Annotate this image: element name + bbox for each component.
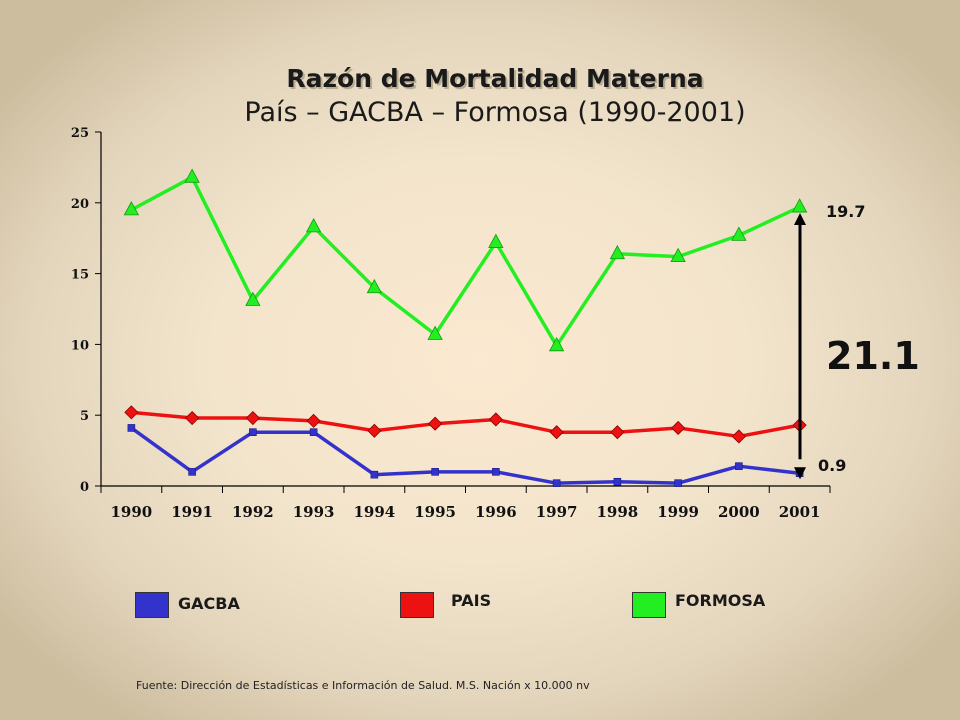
data-point-pais [367, 423, 382, 438]
series-line-formosa [130, 175, 801, 348]
range-arrow-head-top [794, 213, 806, 226]
series-line-pais [131, 410, 800, 439]
x-tick-label: 2000 [718, 503, 760, 521]
data-point-pais [671, 420, 686, 436]
x-tick-label: 1997 [536, 503, 578, 521]
legend-swatch-pais [400, 592, 434, 618]
chart-title: Razón de Mortalidad Materna [286, 64, 704, 93]
data-point-formosa [305, 218, 322, 233]
data-point-gacba [127, 424, 136, 432]
x-tick-label: 1990 [111, 503, 153, 521]
x-tick-label: 1995 [414, 503, 456, 521]
data-point-gacba [552, 479, 561, 487]
data-point-gacba [613, 477, 622, 486]
data-point-gacba [735, 462, 743, 470]
data-point-formosa [184, 168, 200, 183]
x-tick-label: 1996 [475, 503, 517, 521]
data-point-formosa [670, 247, 686, 263]
range-arrow-head-bottom [794, 467, 806, 480]
source-note: Fuente: Dirección de Estadísticas e Info… [136, 679, 590, 692]
x-tick-label: 2001 [779, 503, 821, 521]
y-tick-label: 5 [80, 409, 89, 424]
legend-swatch-formosa [632, 592, 666, 618]
y-tick-label: 15 [71, 268, 89, 283]
x-tick-label: 1994 [354, 503, 396, 521]
data-point-pais [731, 429, 746, 444]
x-tick-label: 1992 [232, 503, 274, 521]
y-tick-label: 25 [71, 126, 89, 141]
chart-title-block: Razón de Mortalidad Materna País – GACBA… [0, 62, 960, 130]
data-point-pais [124, 405, 139, 420]
data-point-pais [306, 413, 321, 428]
legend-label-formosa: FORMOSA [675, 591, 766, 610]
data-point-formosa [548, 336, 565, 352]
legend-label-pais: PAIS [451, 591, 492, 610]
x-tick-label: 1998 [597, 503, 639, 521]
data-point-formosa [731, 226, 747, 241]
annotation-top-value: 19.7 [826, 202, 865, 221]
data-point-formosa [245, 291, 261, 306]
data-point-gacba [309, 428, 318, 436]
data-point-pais [610, 425, 625, 440]
y-tick-label: 10 [71, 338, 89, 353]
data-point-pais [428, 416, 443, 431]
x-tick-label: 1991 [171, 503, 213, 521]
data-point-formosa [123, 201, 140, 216]
data-point-pais [185, 410, 200, 426]
data-point-formosa [366, 278, 383, 294]
data-point-gacba [249, 428, 257, 436]
y-tick-label: 20 [71, 197, 89, 212]
data-point-formosa [609, 244, 626, 260]
data-point-gacba [370, 470, 379, 479]
x-tick-label: 1993 [293, 503, 335, 521]
data-point-formosa [488, 233, 504, 248]
data-point-pais [245, 410, 260, 426]
y-tick-label: 0 [80, 480, 89, 495]
legend-swatch-gacba [135, 592, 169, 618]
data-point-gacba [492, 468, 500, 476]
data-point-gacba [431, 468, 439, 476]
legend-label-gacba: GACBA [178, 594, 240, 613]
data-point-gacba [188, 468, 196, 476]
data-point-pais [549, 425, 564, 440]
data-point-gacba [674, 479, 682, 487]
x-tick-label: 1999 [657, 503, 699, 521]
series-line-gacba [130, 426, 800, 485]
annotation-bottom-value: 0.9 [818, 456, 846, 475]
data-point-formosa [427, 325, 443, 340]
annotation-ratio: 21.1 [826, 334, 920, 378]
data-point-formosa [791, 198, 808, 213]
data-point-pais [488, 412, 503, 427]
chart-subtitle: País – GACBA – Formosa (1990-2001) [244, 97, 746, 128]
